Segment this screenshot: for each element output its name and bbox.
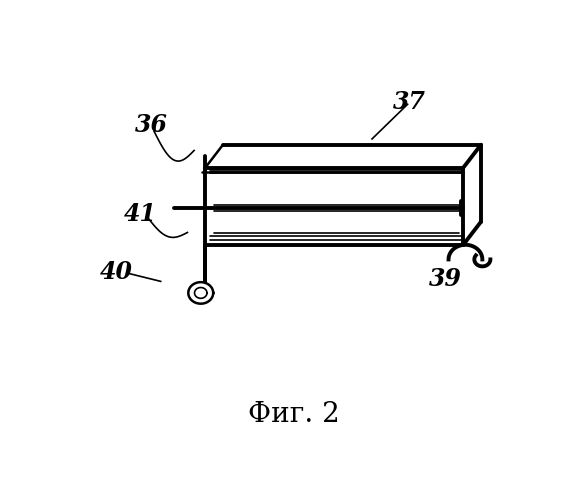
- Text: 41: 41: [124, 202, 157, 226]
- Text: 36: 36: [135, 114, 168, 138]
- Text: 37: 37: [393, 90, 426, 114]
- Polygon shape: [463, 144, 481, 245]
- Text: 40: 40: [100, 260, 133, 284]
- Polygon shape: [205, 144, 481, 168]
- Text: 39: 39: [429, 268, 462, 291]
- Polygon shape: [188, 282, 213, 304]
- Polygon shape: [205, 168, 463, 245]
- Text: Фиг. 2: Фиг. 2: [249, 400, 340, 427]
